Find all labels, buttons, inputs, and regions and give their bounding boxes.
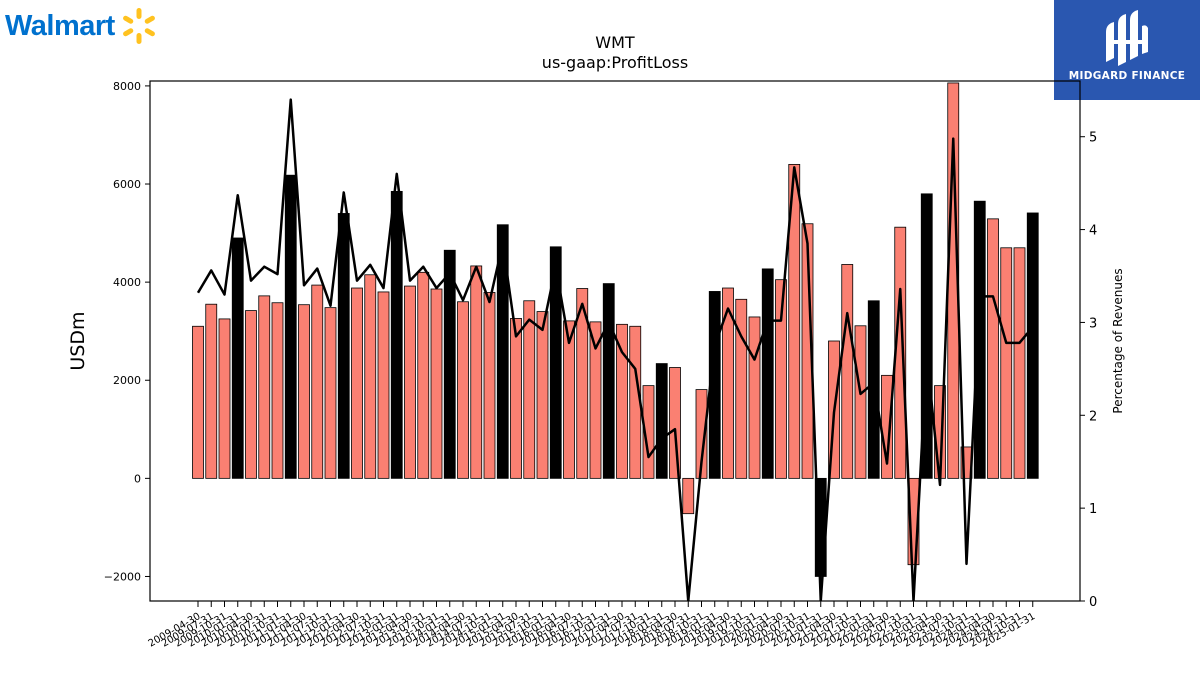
bar	[258, 295, 271, 479]
bar	[192, 325, 204, 479]
bar	[854, 325, 867, 479]
midgard-mark-icon	[1106, 10, 1148, 66]
bar	[576, 288, 589, 479]
bar	[218, 318, 231, 479]
bar	[470, 265, 483, 479]
y-right-tick-label: 3	[1089, 316, 1097, 331]
chart-subtitle: us-gaap:ProfitLoss	[541, 53, 689, 72]
bar	[337, 213, 350, 479]
bar	[496, 224, 509, 479]
bar	[973, 200, 986, 479]
bar	[443, 249, 456, 479]
ratio-line	[196, 98, 1034, 601]
bar	[298, 304, 310, 479]
bar	[430, 288, 443, 479]
bar	[364, 274, 377, 479]
bar	[271, 302, 284, 479]
bar	[748, 316, 761, 479]
bar	[602, 283, 615, 479]
y-tick-label: −2000	[104, 570, 141, 583]
y-right-tick-label: 5	[1089, 131, 1097, 146]
y-right-axis-label: Percentage of Revenues	[1111, 268, 1125, 413]
y-right-tick-label: 4	[1089, 224, 1097, 239]
y-tick-label: 4000	[113, 276, 141, 289]
y-tick-label: 2000	[113, 374, 141, 387]
bar	[788, 163, 801, 479]
bar	[801, 223, 814, 479]
bar	[761, 268, 774, 479]
bar	[1026, 212, 1039, 479]
bar	[324, 307, 337, 479]
walmart-wordmark: Walmart	[5, 9, 115, 42]
midgard-finance-logo: MIDGARD FINANCE	[1054, 0, 1200, 100]
bar	[549, 246, 562, 479]
bar	[284, 174, 297, 479]
bar	[841, 264, 854, 479]
y-tick-label: 6000	[113, 178, 141, 191]
walmart-logo: Walmart	[5, 6, 159, 46]
bar	[695, 389, 708, 479]
bar	[457, 301, 469, 479]
bar	[669, 367, 681, 479]
bar	[722, 287, 734, 479]
bar	[655, 363, 668, 479]
y-right-tick-label: 0	[1089, 595, 1097, 610]
bar	[735, 298, 748, 479]
plot-frame	[149, 80, 1081, 602]
midgard-wordmark: MIDGARD FINANCE	[1068, 70, 1186, 82]
bar	[510, 318, 522, 479]
bar	[351, 287, 363, 479]
bar	[377, 291, 390, 479]
y-tick-label: 0	[134, 472, 141, 485]
y-right-tick-label: 1	[1089, 502, 1097, 517]
bar	[231, 237, 244, 479]
y-right-tick-label: 2	[1089, 409, 1097, 424]
bar	[390, 190, 403, 479]
bar	[920, 193, 933, 479]
bar	[987, 218, 999, 479]
bar	[1013, 247, 1026, 479]
bar	[483, 292, 496, 479]
bar	[205, 303, 218, 479]
y-axis-label: USDm	[67, 311, 89, 370]
y-tick-label: 8000	[113, 80, 141, 93]
bar	[616, 323, 628, 479]
bar	[563, 320, 575, 479]
bar	[642, 385, 655, 479]
bar	[1000, 247, 1013, 479]
bar	[536, 311, 549, 479]
bar	[682, 477, 695, 515]
chart-title: WMT	[595, 33, 635, 52]
bar	[245, 310, 257, 479]
bar	[404, 285, 416, 479]
walmart-spark-icon	[122, 8, 155, 44]
bar	[417, 271, 430, 479]
bar	[589, 321, 602, 479]
bar	[311, 284, 324, 479]
bar	[523, 300, 536, 479]
bar	[775, 279, 787, 479]
